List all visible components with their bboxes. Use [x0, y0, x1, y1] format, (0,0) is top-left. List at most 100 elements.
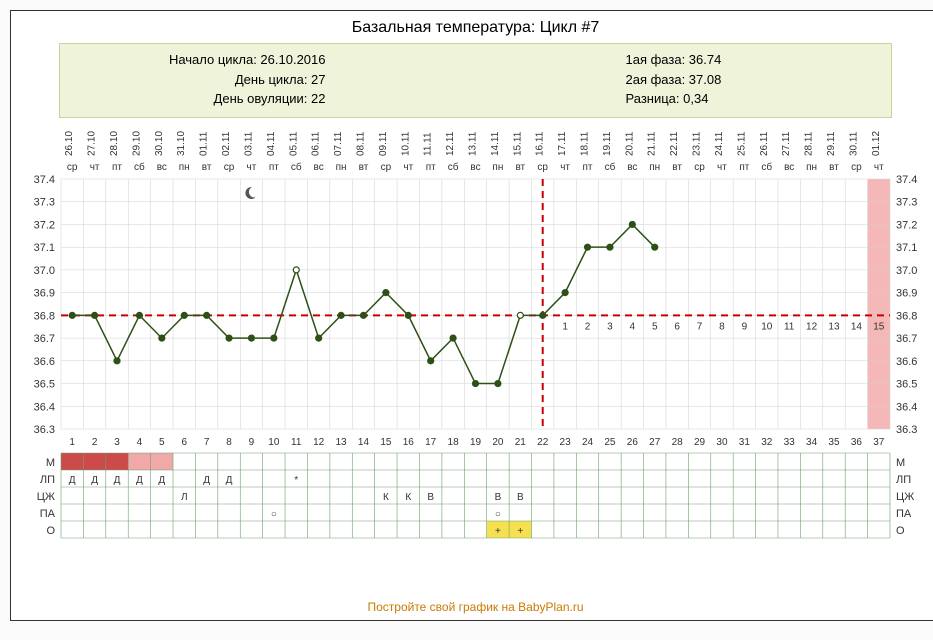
svg-text:01.11: 01.11: [199, 131, 210, 156]
svg-text:05.11: 05.11: [288, 131, 299, 156]
svg-text:02.11: 02.11: [221, 131, 232, 156]
svg-text:37.2: 37.2: [896, 219, 917, 231]
svg-text:25: 25: [604, 437, 616, 448]
svg-text:31: 31: [739, 437, 751, 448]
svg-text:+: +: [495, 526, 501, 537]
svg-text:8: 8: [719, 321, 725, 332]
svg-text:11: 11: [291, 437, 302, 448]
cycle-day: День цикла: 27: [60, 70, 326, 90]
svg-text:23: 23: [560, 437, 572, 448]
svg-text:15: 15: [873, 321, 885, 332]
svg-text:16.11: 16.11: [535, 131, 546, 156]
svg-text:29.10: 29.10: [131, 130, 142, 155]
svg-text:вс: вс: [627, 162, 637, 173]
svg-text:17: 17: [425, 437, 437, 448]
svg-text:чт: чт: [90, 162, 100, 173]
svg-text:37: 37: [873, 437, 885, 448]
svg-text:36.7: 36.7: [34, 333, 55, 345]
svg-text:25.11: 25.11: [736, 131, 747, 156]
svg-text:вс: вс: [314, 162, 324, 173]
svg-text:21: 21: [515, 437, 527, 448]
svg-text:Д: Д: [203, 475, 210, 486]
svg-text:6: 6: [181, 437, 187, 448]
svg-text:М: М: [896, 457, 905, 469]
svg-text:15.11: 15.11: [512, 131, 523, 156]
chart-frame: Базальная температура: Цикл #7 Начало ци…: [10, 10, 933, 621]
svg-text:37.3: 37.3: [34, 196, 55, 208]
svg-text:36.3: 36.3: [896, 424, 917, 436]
svg-text:8: 8: [226, 437, 232, 448]
svg-text:Д: Д: [69, 475, 76, 486]
svg-text:34: 34: [806, 437, 818, 448]
svg-text:28: 28: [672, 437, 684, 448]
svg-text:В: В: [427, 492, 434, 503]
svg-text:32: 32: [761, 437, 773, 448]
svg-text:36.7: 36.7: [896, 333, 917, 345]
svg-text:сб: сб: [448, 161, 459, 173]
svg-text:36.9: 36.9: [34, 287, 55, 299]
svg-text:24.11: 24.11: [714, 131, 725, 156]
svg-text:11: 11: [784, 321, 795, 332]
svg-text:3: 3: [114, 437, 120, 448]
svg-text:чт: чт: [247, 162, 257, 173]
svg-text:4: 4: [630, 321, 636, 332]
svg-text:08.11: 08.11: [355, 131, 366, 156]
svg-text:Д: Д: [226, 475, 233, 486]
svg-text:26.10: 26.10: [64, 130, 75, 155]
svg-text:В: В: [517, 492, 524, 503]
phase2-temp: 2ая фаза: 37.08: [626, 70, 892, 90]
svg-text:ЦЖ: ЦЖ: [37, 491, 55, 503]
svg-text:10.11: 10.11: [400, 131, 411, 156]
svg-text:9: 9: [742, 321, 748, 332]
phase1-temp: 1ая фаза: 36.74: [626, 50, 892, 70]
svg-text:36.9: 36.9: [896, 287, 917, 299]
svg-text:18.11: 18.11: [580, 131, 591, 156]
svg-text:16: 16: [403, 437, 415, 448]
svg-text:10: 10: [268, 437, 280, 448]
svg-text:28.11: 28.11: [804, 131, 815, 156]
svg-text:○: ○: [271, 509, 277, 520]
svg-text:10: 10: [761, 321, 773, 332]
svg-text:В: В: [495, 492, 502, 503]
svg-text:вс: вс: [157, 162, 167, 173]
svg-text:36.5: 36.5: [896, 378, 917, 390]
svg-text:пт: пт: [426, 162, 436, 173]
svg-text:19: 19: [470, 437, 482, 448]
info-left: Начало цикла: 26.10.2016 День цикла: 27 …: [60, 50, 506, 109]
svg-text:24: 24: [582, 437, 594, 448]
svg-text:вт: вт: [359, 162, 369, 173]
svg-text:Д: Д: [158, 475, 165, 486]
svg-text:13.11: 13.11: [468, 131, 479, 156]
svg-text:19.11: 19.11: [602, 131, 613, 156]
svg-text:Д: Д: [91, 475, 98, 486]
info-box: Начало цикла: 26.10.2016 День цикла: 27 …: [59, 43, 892, 118]
svg-text:26: 26: [627, 437, 639, 448]
svg-text:5: 5: [159, 437, 165, 448]
svg-text:07.11: 07.11: [333, 131, 344, 156]
info-right: 1ая фаза: 36.74 2ая фаза: 37.08 Разница:…: [506, 50, 892, 109]
svg-text:сб: сб: [761, 161, 772, 173]
footer-link[interactable]: Постройте свой график на BabyPlan.ru: [19, 594, 932, 614]
svg-text:*: *: [294, 475, 298, 486]
svg-text:К: К: [405, 492, 411, 503]
svg-text:36.3: 36.3: [34, 424, 55, 436]
svg-text:27: 27: [649, 437, 661, 448]
svg-text:5: 5: [652, 321, 658, 332]
svg-text:13: 13: [336, 437, 348, 448]
svg-text:06.11: 06.11: [311, 131, 322, 156]
svg-text:36.6: 36.6: [896, 355, 917, 367]
svg-text:ЦЖ: ЦЖ: [896, 491, 914, 503]
ovulation-day: День овуляции: 22: [60, 89, 326, 109]
svg-text:пт: пт: [739, 162, 749, 173]
svg-text:36.8: 36.8: [34, 310, 55, 322]
svg-text:36: 36: [851, 437, 863, 448]
svg-text:30.11: 30.11: [848, 131, 859, 156]
svg-text:О: О: [896, 525, 905, 537]
bbt-chart-svg: 26.1027.1028.1029.1030.1031.1001.1102.11…: [19, 124, 932, 594]
svg-text:36.6: 36.6: [34, 355, 55, 367]
svg-text:22.11: 22.11: [669, 131, 680, 156]
svg-text:чт: чт: [717, 162, 727, 173]
svg-text:ср: ср: [67, 162, 78, 173]
svg-text:4: 4: [137, 437, 143, 448]
svg-text:36.5: 36.5: [34, 378, 55, 390]
